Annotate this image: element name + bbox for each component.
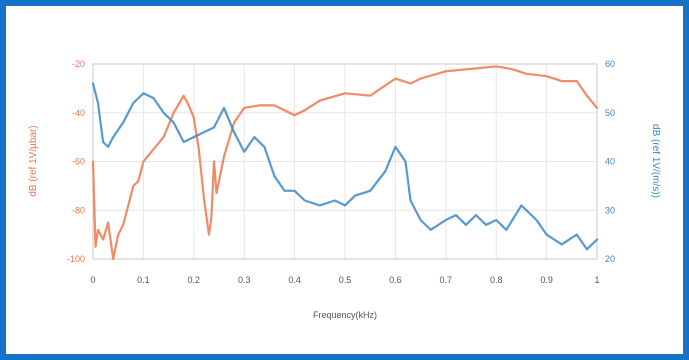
x-tick-label: 0.1 [137,275,150,285]
x-tick-label: 0.9 [540,275,553,285]
y-left-tick-label: -100 [67,254,85,264]
series-layer [91,65,599,261]
x-tick-label: 0.3 [238,275,251,285]
y-left-tick-label: -60 [72,157,85,167]
x-tick-labels: 0 0.1 0.2 0.3 0.4 0.5 0.6 0.7 0.8 0.9 1 [90,275,599,285]
x-tick-label: 1 [594,275,599,285]
y-left-tick-label: -20 [72,59,85,69]
y-left-tick-labels: -100 -80 -60 -40 -20 [67,59,85,264]
x-tick-label: 0.4 [288,275,301,285]
x-tick-label: 0 [90,275,95,285]
y-right-tick-label: 50 [605,108,615,118]
y-right-axis-label: dB (ref 1V/(m/s)) [650,124,661,198]
x-tick-label: 0.8 [490,275,503,285]
y-left-tick-label: -80 [72,205,85,215]
y-right-tick-label: 40 [605,157,615,167]
x-tick-label: 0.6 [389,275,402,285]
y-right-tick-label: 30 [605,205,615,215]
y-left-tick-label: -40 [72,108,85,118]
y-right-tick-label: 20 [605,254,615,264]
x-axis-label: Frequency(kHz) [313,310,377,320]
x-tick-label: 0.7 [440,275,453,285]
y-right-tick-labels: 20 30 40 50 60 [605,59,615,264]
chart-frame: 0 0.1 0.2 0.3 0.4 0.5 0.6 0.7 0.8 0.9 1 -100 -80 -60… [6,6,683,354]
x-tick-label: 0.2 [188,275,201,285]
x-tick-label: 0.5 [339,275,352,285]
y-right-tick-label: 60 [605,59,615,69]
series-line-left-axis [91,65,599,261]
series-line-right-axis [91,82,599,251]
y-left-axis-label: dB (ref 1V/µbar) [28,125,39,196]
dual-axis-line-chart: 0 0.1 0.2 0.3 0.4 0.5 0.6 0.7 0.8 0.9 1 -100 -80 -60… [28,59,661,320]
